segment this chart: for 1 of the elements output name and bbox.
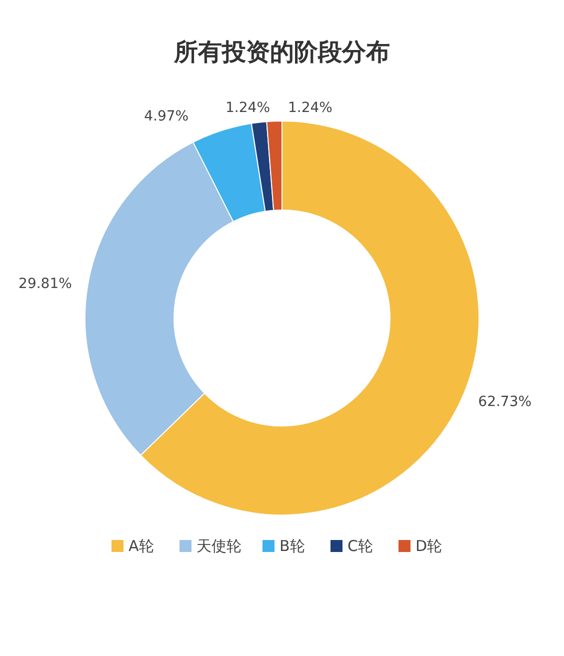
title: 所有投资的阶段分布 [174, 38, 390, 66]
